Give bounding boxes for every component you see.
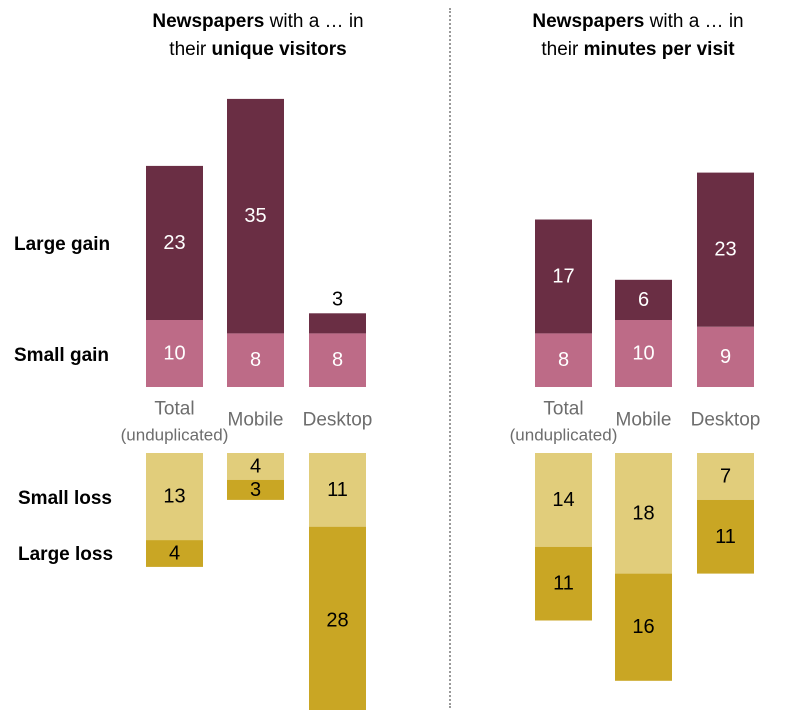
bar-small-gain-p2-total xyxy=(535,333,592,387)
category-sublabel-p2-total: (unduplicated) xyxy=(510,426,618,445)
bar-large-loss-p2-total xyxy=(535,546,592,621)
value-large-loss-p1-mobile: 3 xyxy=(250,479,261,501)
category-label-p1-mobile: Mobile xyxy=(228,410,284,431)
value-small-loss-p1-mobile: 4 xyxy=(250,455,261,477)
panel-divider xyxy=(449,8,451,708)
bar-small-loss-p1-total xyxy=(146,453,203,541)
bar-large-gain-p1-total xyxy=(146,165,203,320)
category-label-p2-mobile: Mobile xyxy=(616,410,672,431)
category-label-p2-total: Total xyxy=(543,399,583,420)
row-label-large-loss: Large loss xyxy=(18,544,114,565)
chart-title-minutes-per-visit: Newspapers with a … in their minutes per … xyxy=(532,11,744,60)
bar-large-gain-p2-desktop xyxy=(697,172,754,327)
value-small-gain-p1-mobile: 8 xyxy=(250,349,261,371)
bar-small-loss-p2-total xyxy=(535,453,592,547)
bar-small-gain-p2-desktop xyxy=(697,326,754,387)
value-small-gain-p2-desktop: 9 xyxy=(720,346,731,368)
value-large-loss-p2-total: 11 xyxy=(553,573,574,595)
value-large-gain-p1-desktop: 3 xyxy=(332,288,343,310)
value-large-loss-p1-total: 4 xyxy=(169,543,180,565)
value-large-loss-p2-desktop: 11 xyxy=(715,526,736,548)
row-label-large-gain: Large gain xyxy=(14,234,111,255)
row-label-small-gain: Small gain xyxy=(14,345,110,366)
bar-large-gain-p2-mobile xyxy=(615,279,672,320)
bar-large-gain-p1-desktop xyxy=(309,313,366,334)
bar-large-loss-p1-desktop xyxy=(309,526,366,710)
value-small-gain-p2-total: 8 xyxy=(558,349,569,371)
bar-small-gain-p1-desktop xyxy=(309,333,366,387)
bar-small-gain-p1-mobile xyxy=(227,333,284,387)
value-small-loss-p2-total: 14 xyxy=(552,489,574,511)
bar-large-loss-p2-desktop xyxy=(697,499,754,574)
value-small-gain-p2-mobile: 10 xyxy=(632,343,654,365)
bar-small-gain-p2-mobile xyxy=(615,320,672,387)
row-label-small-loss: Small loss xyxy=(18,488,112,509)
bar-large-gain-p2-total xyxy=(535,219,592,334)
chart-title-unique-visitors: Newspapers with a … in their unique visit… xyxy=(152,11,364,60)
bar-large-loss-p1-mobile xyxy=(227,479,284,500)
bar-large-loss-p2-mobile xyxy=(615,573,672,681)
value-large-gain-p1-total: 23 xyxy=(163,232,185,254)
bar-small-loss-p1-mobile xyxy=(227,453,284,480)
category-label-p1-desktop: Desktop xyxy=(303,410,373,431)
bar-small-gain-p1-total xyxy=(146,320,203,387)
value-small-loss-p1-desktop: 11 xyxy=(327,479,348,501)
bar-small-loss-p1-desktop xyxy=(309,453,366,527)
value-large-loss-p1-desktop: 28 xyxy=(326,610,348,632)
value-small-loss-p2-desktop: 7 xyxy=(720,465,731,487)
value-large-gain-p2-mobile: 6 xyxy=(638,289,649,311)
value-large-gain-p1-mobile: 35 xyxy=(244,205,266,227)
value-small-loss-p2-mobile: 18 xyxy=(632,502,654,524)
bar-large-loss-p1-total xyxy=(146,540,203,567)
category-sublabel-p1-total: (unduplicated) xyxy=(121,426,229,445)
bar-small-loss-p2-mobile xyxy=(615,453,672,574)
value-small-loss-p1-total: 13 xyxy=(163,486,185,508)
category-label-p1-total: Total xyxy=(154,399,194,420)
bar-small-loss-p2-desktop xyxy=(697,453,754,500)
value-small-gain-p1-desktop: 8 xyxy=(332,349,343,371)
category-label-p2-desktop: Desktop xyxy=(691,410,761,431)
value-large-gain-p2-total: 17 xyxy=(552,265,574,287)
value-small-gain-p1-total: 10 xyxy=(163,343,185,365)
value-large-gain-p2-desktop: 23 xyxy=(714,239,736,261)
value-large-loss-p2-mobile: 16 xyxy=(632,616,654,638)
bar-large-gain-p1-mobile xyxy=(227,98,284,334)
